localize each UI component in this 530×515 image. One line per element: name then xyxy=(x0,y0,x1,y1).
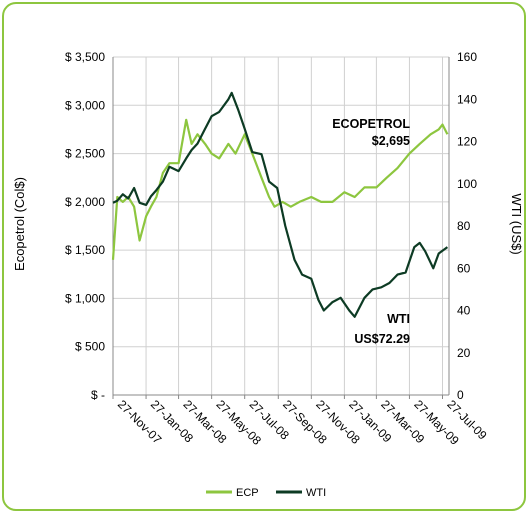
left-tick-label: $ 3,500 xyxy=(65,50,105,64)
right-tick-label: 120 xyxy=(457,135,477,149)
annotation-ecopetrol-label: ECOPETROL xyxy=(332,117,410,131)
right-tick-label: 40 xyxy=(457,304,471,318)
right-tick-label: 160 xyxy=(457,50,477,64)
right-tick-label: 20 xyxy=(457,346,471,360)
left-tick-label: $ 3,000 xyxy=(65,98,105,112)
right-tick-label: 80 xyxy=(457,219,471,233)
left-tick-label: $ - xyxy=(91,388,105,402)
left-tick-label: $ 1,000 xyxy=(65,291,105,305)
legend: ECP WTI xyxy=(206,487,326,499)
left-tick-label: $ 2,000 xyxy=(65,195,105,209)
annotation-wti-label: WTI xyxy=(387,312,410,326)
right-tick-label: 100 xyxy=(457,177,477,191)
left-tick-label: $ 2,500 xyxy=(65,147,105,161)
right-tick-label: 60 xyxy=(457,261,471,275)
axes xyxy=(112,57,450,399)
ylabel-left: Ecopetrol (Col$) xyxy=(12,177,27,271)
annotation-ecopetrol-value: $2,695 xyxy=(372,134,410,148)
series-lines xyxy=(111,91,449,318)
series-line-ecp xyxy=(111,118,449,260)
left-tick-label: $ 1,500 xyxy=(65,243,105,257)
legend-label-wti: WTI xyxy=(306,487,326,499)
ylabel-right: WTI (US$) xyxy=(509,193,524,254)
right-tick-label: 0 xyxy=(457,388,464,402)
legend-label-ecp: ECP xyxy=(236,487,259,499)
series-line-wti xyxy=(112,91,449,318)
left-tick-label: $ 500 xyxy=(75,340,105,354)
annotation-wti-value: US$72.29 xyxy=(354,332,410,346)
right-tick-label: 140 xyxy=(457,92,477,106)
grid xyxy=(113,56,449,395)
tick-labels: $ - $ 500 $ 1,000 $ 1,500 $ 2,000 $ 2,500 $ 3,… xyxy=(65,50,490,448)
